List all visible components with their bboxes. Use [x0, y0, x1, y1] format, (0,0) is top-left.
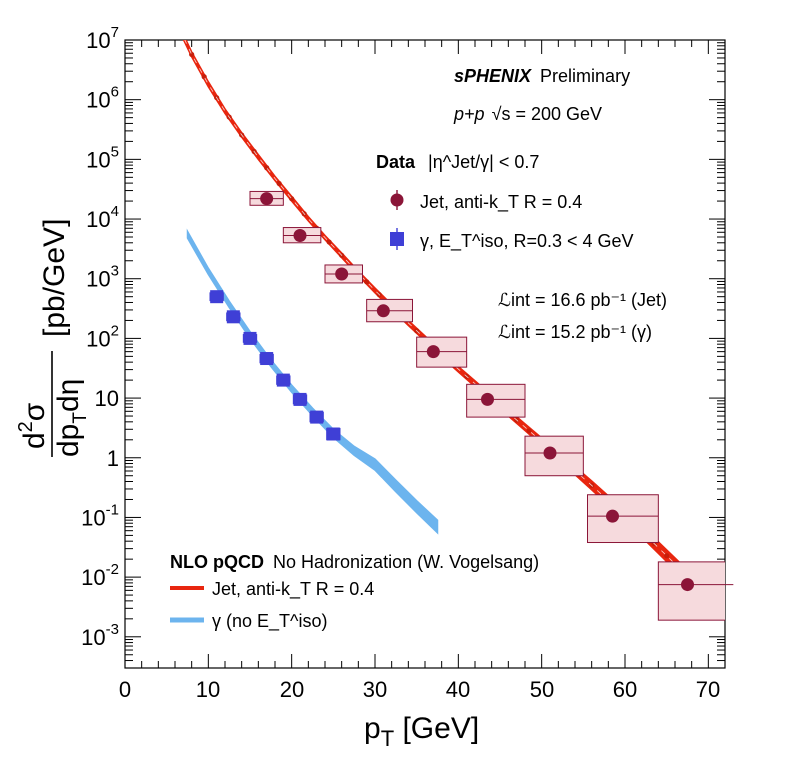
x-tick-label-50: 50: [530, 677, 554, 702]
x-tick-labels: 0 10 20 30 40 50 60 70: [119, 677, 720, 702]
data-legend-header: Data |η^Jet/γ| < 0.7: [376, 152, 539, 172]
y-tick-label: 10-1: [81, 501, 119, 530]
y-tick-label: 105: [86, 143, 119, 172]
photon-theory-band: [186, 228, 439, 535]
jet-data-point: [481, 392, 494, 406]
y-axis-title: d2σ dpTdη [pb/GeV]: [15, 219, 91, 457]
legend-jet-theory-label: Jet, anti-k_T R = 0.4: [212, 579, 374, 600]
jet-theory-dot: [189, 51, 195, 58]
y-tick-label: 102: [86, 322, 119, 351]
legend-photon-marker: [390, 232, 404, 246]
photon-data-point: [210, 290, 224, 304]
jet-theory-dot: [276, 180, 282, 187]
svg-text:[pb/GeV]: [pb/GeV]: [38, 219, 71, 337]
jet-data-points: [250, 192, 734, 592]
y-tick-label: 107: [86, 24, 119, 53]
jet-theory-dot: [664, 553, 670, 559]
jet-data-point: [335, 267, 349, 281]
y-tick-label: 10: [95, 386, 119, 411]
photon-data-point: [243, 331, 257, 345]
x-tick-label-0: 0: [119, 677, 131, 702]
jet-syst-box: [466, 383, 526, 418]
jet-theory-dot: [201, 74, 207, 80]
lumi-jet: ℒint = 16.6 pb⁻¹ (Jet): [498, 290, 667, 310]
y-tick-label: 1: [107, 446, 119, 471]
photon-data-point: [310, 410, 324, 424]
legend-photon-theory-label: γ (no E_T^iso): [212, 611, 327, 632]
jet-theory-dot: [364, 279, 370, 285]
photon-data-point: [276, 373, 290, 387]
jet-data-point: [606, 509, 619, 523]
jet-theory-dot: [177, 25, 182, 30]
experiment-status: Preliminary: [540, 66, 630, 86]
x-axis-title: pT [GeV]: [364, 712, 479, 751]
jet-systematic-boxes: [249, 190, 725, 621]
y-tick-label: 106: [86, 84, 119, 113]
collision-system: p+p √s = 200 GeV: [453, 104, 602, 124]
legend-photon-theory: γ (no E_T^iso): [170, 611, 327, 632]
experiment-label: sPHENIX Preliminary: [454, 66, 630, 86]
photon-data-point: [326, 427, 340, 441]
legend-jet-theory: Jet, anti-k_T R = 0.4: [170, 579, 374, 600]
jet-data-point: [376, 304, 390, 318]
legend-jet-marker: [390, 193, 404, 207]
experiment-name: sPHENIX: [454, 66, 532, 86]
y-tick-label: 10-2: [81, 561, 119, 590]
x-tick-label-70: 70: [696, 677, 720, 702]
photon-data-point: [226, 310, 240, 324]
photon-data-point: [293, 392, 307, 406]
lumi-photon: ℒint = 15.2 pb⁻¹ (γ): [498, 322, 652, 342]
jet-data-point: [543, 446, 557, 460]
photon-theory-area: [186, 228, 439, 535]
y-tick-label: 10-3: [81, 621, 119, 650]
jet-theory-dot: [326, 239, 332, 245]
x-tick-label-20: 20: [280, 677, 304, 702]
y-tick-labels: 10-3 10-2 10-1 1 10 102 103 104 105 106 107: [81, 24, 119, 650]
legend-photon-label: γ, E_T^iso, R=0.3 < 4 GeV: [420, 231, 634, 252]
jet-data-point: [681, 578, 694, 592]
x-tick-label-40: 40: [446, 677, 470, 702]
legend-jet-label: Jet, anti-k_T R = 0.4: [420, 192, 582, 213]
jet-syst-box: [587, 494, 659, 544]
svg-text:d2σ: d2σ: [15, 402, 51, 449]
legend-jet-data: Jet, anti-k_T R = 0.4: [390, 190, 582, 213]
legend-photon-data: γ, E_T^iso, R=0.3 < 4 GeV: [390, 228, 634, 252]
jet-data-point: [293, 228, 307, 242]
theory-legend-header: NLO pQCD No Hadronization (W. Vogelsang): [170, 552, 539, 572]
photon-data-point: [260, 352, 274, 366]
jet-data-point: [426, 345, 440, 359]
jet-syst-box: [657, 561, 725, 621]
x-tick-label-60: 60: [613, 677, 637, 702]
x-tick-label-30: 30: [363, 677, 387, 702]
jet-theory-dot: [526, 428, 532, 434]
y-tick-label: 103: [86, 263, 119, 292]
jet-data-point: [260, 192, 274, 206]
svg-text:dpTdη: dpTdη: [52, 379, 91, 457]
axis-ticks: [124, 39, 726, 669]
photon-data-points: [210, 290, 340, 441]
x-tick-label-10: 10: [196, 677, 220, 702]
y-tick-label: 104: [86, 203, 119, 232]
